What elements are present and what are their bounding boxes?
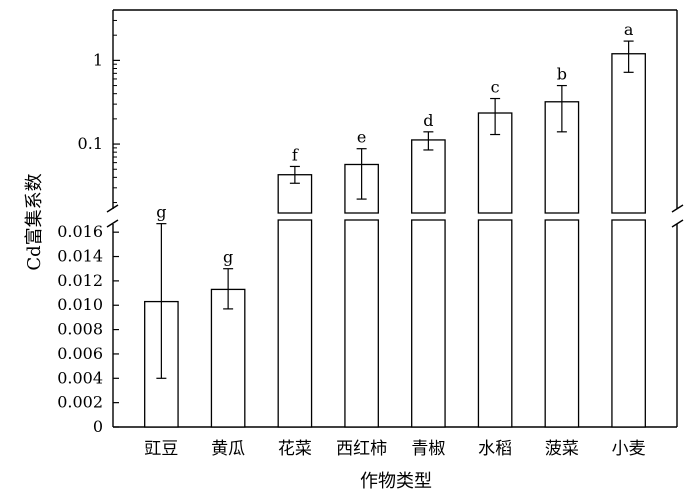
axis-break-mark <box>106 204 119 213</box>
y-tick-label: 0.012 <box>57 271 103 290</box>
bar-group: b <box>544 65 580 428</box>
x-category-label: 青椒 <box>411 439 445 459</box>
significance-label: a <box>624 20 634 39</box>
bar-lower-segment <box>344 219 379 428</box>
significance-label: g <box>223 248 233 267</box>
y-tick-label: 0.010 <box>57 295 103 314</box>
y-tick-label: 0.008 <box>57 320 103 339</box>
bar <box>210 288 246 428</box>
significance-label: b <box>557 65 567 84</box>
significance-label: c <box>491 78 500 97</box>
y-tick-label: 0 <box>93 417 103 436</box>
bar-lower-segment <box>411 219 446 428</box>
y-axis-title: Cd富集系数 <box>24 173 45 270</box>
significance-label: f <box>292 145 299 164</box>
bar-group: g <box>210 248 246 428</box>
y-tick-label: 0.004 <box>57 368 103 387</box>
bar-upper-segment <box>611 53 646 214</box>
y-tick-label: 0.006 <box>57 344 103 363</box>
bars-layer: g g f e d c b a <box>144 20 646 428</box>
y-axis-ticks: 0 0.002 0.004 0.006 0.008 0.010 0.012 0.014 0.01… <box>57 19 120 436</box>
plot-frame <box>106 9 684 428</box>
y-tick-label: 0.014 <box>57 247 103 266</box>
bar-lower-segment <box>544 219 580 428</box>
y-tick-label: 0.002 <box>57 393 103 412</box>
bar-group: g <box>144 203 179 428</box>
bar-lower-segment <box>477 219 513 428</box>
x-category-label: 菠菜 <box>545 439 579 459</box>
y-tick-label: 0.016 <box>57 222 103 241</box>
bar-upper-segment <box>411 139 446 214</box>
x-axis-labels: 豇豆 黄瓜 花菜 西红柿 青椒 水稻 菠菜 小麦 <box>144 439 645 459</box>
bar-group: a <box>611 20 646 428</box>
x-category-label: 小麦 <box>612 439 646 459</box>
x-category-label: 黄瓜 <box>211 439 245 459</box>
axis-break-mark <box>671 219 684 228</box>
x-category-label: 花菜 <box>278 439 312 459</box>
significance-label: e <box>357 128 366 147</box>
bar-lower-segment <box>611 219 646 428</box>
y-tick-label: 1 <box>93 50 103 69</box>
x-category-label: 水稻 <box>478 439 512 459</box>
y-tick-label: 0.1 <box>78 134 103 153</box>
axis-break-mark <box>671 204 684 213</box>
significance-label: g <box>156 203 166 222</box>
axis-break-mark <box>106 219 119 228</box>
x-category-label: 豇豆 <box>144 439 178 459</box>
x-axis-title: 作物类型 <box>360 471 432 492</box>
bar-group: e <box>344 128 379 428</box>
bar-lower-segment <box>277 219 313 428</box>
x-category-label: 西红柿 <box>336 439 387 459</box>
bar-group: f <box>277 145 313 428</box>
bar-group: c <box>477 78 513 428</box>
significance-label: d <box>423 111 433 130</box>
bar-group: d <box>411 111 446 428</box>
